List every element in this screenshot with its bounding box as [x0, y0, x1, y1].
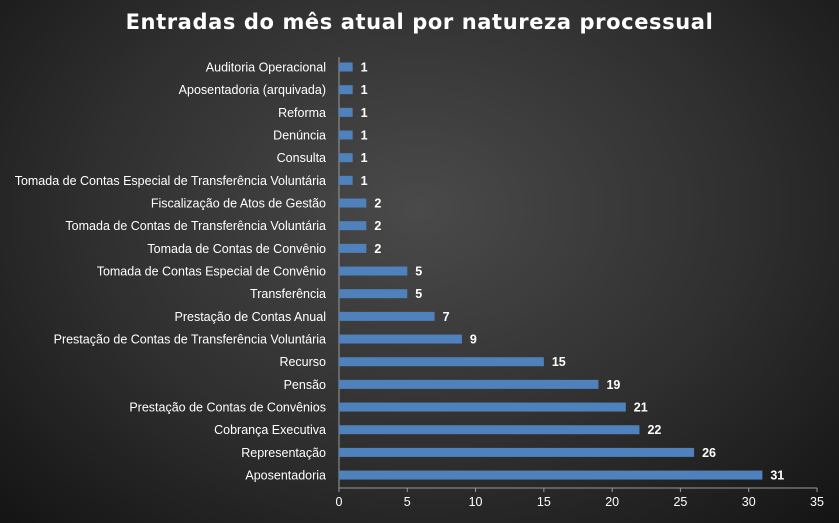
- category-label: Reforma: [278, 106, 326, 120]
- x-tick-label: 0: [336, 495, 343, 509]
- bar: [339, 221, 367, 231]
- data-label: 1: [361, 61, 368, 75]
- x-tick-label: 5: [404, 495, 411, 509]
- bar: [339, 402, 626, 412]
- bar: [339, 266, 408, 276]
- bar: [339, 198, 367, 208]
- data-label: 19: [606, 378, 620, 392]
- data-label: 9: [470, 333, 477, 347]
- data-label: 26: [702, 446, 716, 460]
- category-label: Transferência: [250, 287, 326, 301]
- bar: [339, 470, 763, 480]
- category-label: Prestação de Contas de Transferência Vol…: [54, 333, 326, 347]
- category-label: Consulta: [277, 151, 326, 165]
- category-label: Prestação de Contas de Convênios: [129, 401, 326, 415]
- bar: [339, 379, 599, 389]
- bar: [339, 425, 640, 435]
- category-label: Pensão: [284, 378, 326, 392]
- category-label: Representação: [241, 446, 326, 460]
- data-label: 22: [647, 423, 661, 437]
- bar: [339, 107, 353, 117]
- bar: [339, 153, 353, 163]
- x-tick-label: 35: [810, 495, 824, 509]
- category-label: Denúncia: [273, 129, 326, 143]
- bar: [339, 334, 462, 344]
- data-label: 2: [374, 242, 381, 256]
- category-label: Tomada de Contas de Transferência Volunt…: [65, 219, 326, 233]
- bar: [339, 311, 435, 321]
- chart-title: Entradas do mês atual por natureza proce…: [125, 10, 714, 34]
- category-label: Fiscalização de Atos de Gestão: [151, 197, 326, 211]
- x-tick-label: 25: [673, 495, 687, 509]
- data-label: 2: [374, 197, 381, 211]
- x-tick-label: 15: [537, 495, 551, 509]
- data-label: 2: [374, 219, 381, 233]
- x-tick-label: 30: [742, 495, 756, 509]
- bar: [339, 357, 544, 367]
- bar: [339, 447, 695, 457]
- data-label: 1: [361, 129, 368, 143]
- data-label: 1: [361, 106, 368, 120]
- data-label: 15: [552, 355, 566, 369]
- bar: [339, 130, 353, 140]
- category-label: Aposentadoria (arquivada): [179, 83, 326, 97]
- category-label: Tomada de Contas Especial de Transferênc…: [15, 174, 326, 188]
- category-label: Cobrança Executiva: [214, 423, 326, 437]
- data-label: 21: [634, 401, 648, 415]
- category-label: Aposentadoria: [245, 469, 326, 483]
- data-label: 1: [361, 174, 368, 188]
- data-label: 1: [361, 83, 368, 97]
- bar: [339, 62, 353, 72]
- bar: [339, 175, 353, 185]
- x-tick-label: 20: [605, 495, 619, 509]
- category-label: Prestação de Contas Anual: [175, 310, 327, 324]
- data-label: 7: [443, 310, 450, 324]
- data-label: 31: [770, 469, 784, 483]
- data-label: 5: [415, 265, 422, 279]
- category-label: Auditoria Operacional: [206, 61, 326, 75]
- bar: [339, 243, 367, 253]
- data-label: 1: [361, 151, 368, 165]
- category-label: Recurso: [279, 355, 326, 369]
- data-label: 5: [415, 287, 422, 301]
- x-tick-label: 10: [469, 495, 483, 509]
- bar: [339, 85, 353, 95]
- category-label: Tomada de Contas Especial de Convênio: [97, 265, 326, 279]
- category-label: Tomada de Contas de Convênio: [147, 242, 326, 256]
- bar: [339, 289, 408, 299]
